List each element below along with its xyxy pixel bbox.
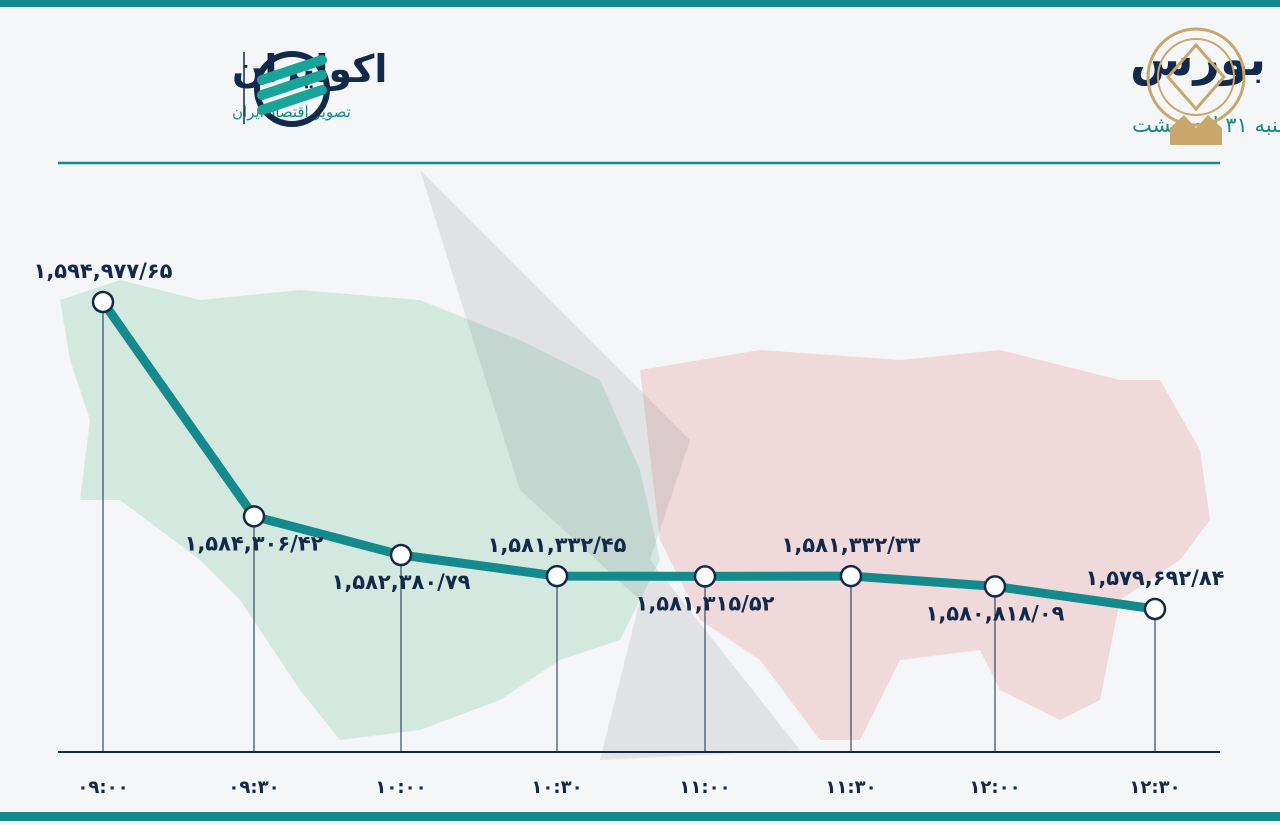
- point: [91, 290, 115, 314]
- emblem: [1146, 27, 1246, 145]
- x-tick-label: ۰۹:۳۰: [228, 777, 279, 798]
- x-tick-label: ۱۱:۰۰: [679, 777, 730, 798]
- point: [983, 575, 1007, 598]
- x-tick-label: ۱۲:۰۰: [969, 777, 1020, 798]
- value-label: ۱,۵۸۱,۳۳۲/۴۵: [488, 533, 627, 557]
- x-tick-label: ۱۲:۳۰: [1129, 777, 1180, 798]
- series-line: [99, 299, 1156, 614]
- logo-mark: [254, 51, 330, 127]
- value-label: ۱,۵۸۱,۳۳۲/۳۳: [782, 533, 921, 557]
- bottom-border: [0, 812, 1280, 821]
- point: [1143, 597, 1167, 621]
- x-tick-label: ۱۱:۳۰: [825, 777, 876, 798]
- x-tick-label: ۱۰:۰۰: [375, 777, 426, 798]
- arrow-shape: [420, 170, 800, 760]
- value-label: ۱,۵۸۲,۳۸۰/۷۹: [332, 570, 471, 594]
- logo-tagline: تصویر اقتصاد ایران: [232, 103, 351, 121]
- value-label: ۱,۵۸۰,۸۱۸/۰۹: [926, 601, 1065, 625]
- x-tick-label: ۱۰:۳۰: [531, 777, 582, 798]
- bear-shape: [640, 350, 1210, 740]
- point: [545, 564, 569, 588]
- value-label: ۱,۵۹۴,۹۷۷/۶۵: [34, 259, 173, 283]
- value-label: ۱,۵۷۹,۶۹۲/۸۴: [1086, 566, 1225, 590]
- point: [693, 565, 717, 588]
- bull-shape: [60, 280, 660, 740]
- value-label: ۱,۵۸۴,۳۰۶/۴۲: [185, 531, 324, 555]
- top-border: [0, 0, 1280, 7]
- value-label: ۱,۵۸۱,۳۱۵/۵۲: [636, 591, 775, 615]
- x-tick-label: ۰۹:۰۰: [77, 777, 128, 798]
- point: [242, 505, 266, 528]
- point: [839, 564, 863, 588]
- point: [389, 543, 413, 567]
